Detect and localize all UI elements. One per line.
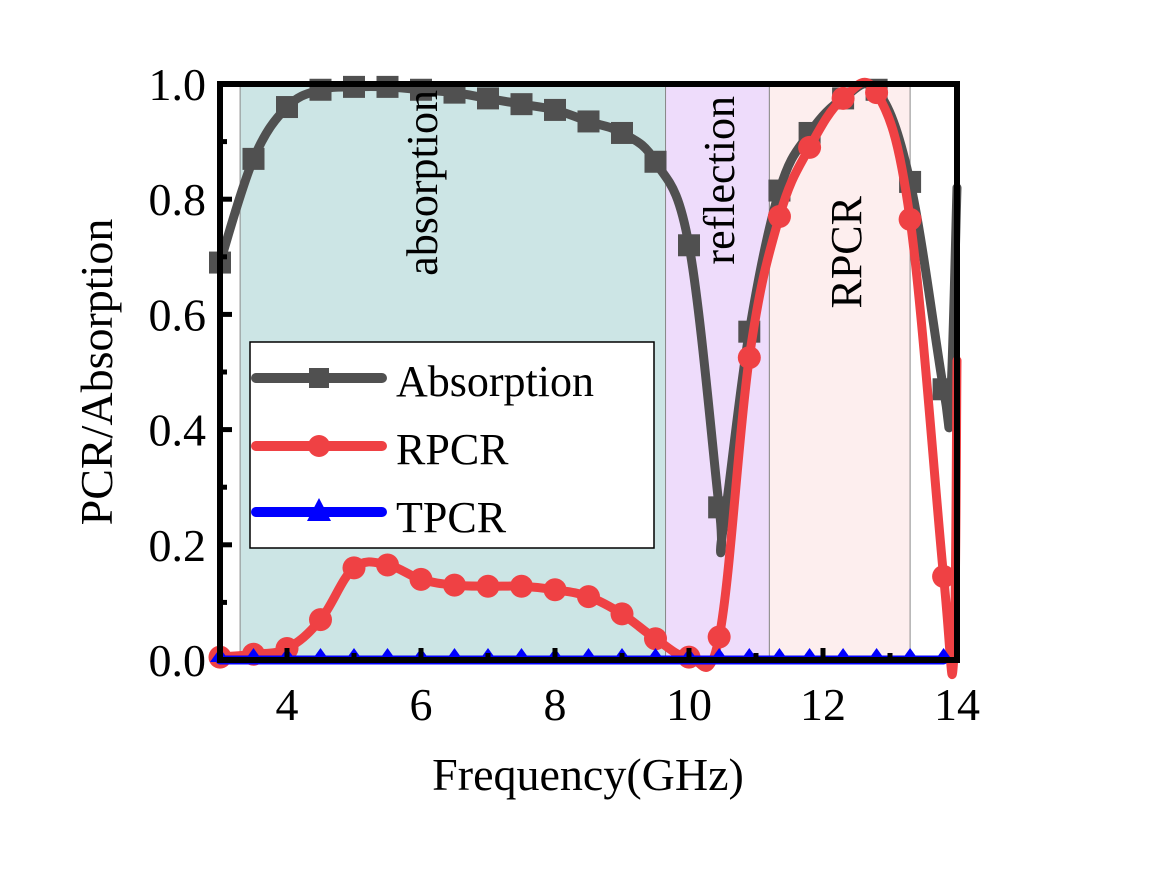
region-label-reflection: reflection <box>695 96 744 265</box>
data-point-rpcr <box>644 627 667 651</box>
legend-item-absorption: Absorption <box>251 357 594 406</box>
data-point-absorption <box>510 93 533 116</box>
legend: Absorption RPCR TPCR <box>249 341 655 549</box>
data-point-absorption <box>932 378 955 401</box>
data-point-rpcr <box>610 602 634 626</box>
data-point-rpcr <box>737 346 761 370</box>
data-point-rpcr <box>443 573 466 597</box>
x-tick-label: 8 <box>544 679 567 730</box>
data-point-rpcr <box>577 585 600 609</box>
data-point-rpcr <box>798 135 822 159</box>
axes: 0.0 0.2 0.4 0.6 0.8 1.0 4 6 8 10 12 14 <box>149 59 981 730</box>
data-point-absorption <box>443 81 466 104</box>
x-tick-label: 12 <box>800 679 846 730</box>
y-axis-title: PCR/Absorption <box>71 219 122 526</box>
data-point-rpcr <box>543 578 567 602</box>
data-point-absorption <box>242 147 265 170</box>
data-point-rpcr <box>831 86 855 110</box>
y-tick-label: 0.4 <box>149 405 207 456</box>
x-tick-label: 10 <box>666 679 712 730</box>
data-point-absorption <box>678 234 700 257</box>
legend-marker-triangle-icon <box>307 498 331 521</box>
data-point-absorption <box>544 98 566 121</box>
data-point-rpcr <box>707 625 731 649</box>
legend-marker-square-icon <box>309 368 329 388</box>
legend-item-rpcr: RPCR <box>251 425 509 474</box>
data-point-rpcr <box>309 608 332 632</box>
data-point-absorption <box>477 87 499 110</box>
region-reflection-band <box>665 83 770 661</box>
data-point-rpcr <box>342 556 366 580</box>
data-point-absorption <box>276 96 298 119</box>
legend-label-tpcr: TPCR <box>396 493 507 542</box>
legend-item-tpcr: TPCR <box>251 493 507 542</box>
region-labels: absorption reflection RPCR <box>398 90 871 309</box>
data-point-rpcr <box>510 574 533 598</box>
legend-label-absorption: Absorption <box>396 357 594 406</box>
x-axis-title: Frequency(GHz) <box>432 749 744 800</box>
region-label-rpcr: RPCR <box>822 195 871 308</box>
legend-marker-circle-icon <box>308 435 330 457</box>
y-tick-label: 0.2 <box>149 520 207 571</box>
data-point-rpcr <box>409 567 433 591</box>
x-tick-label: 14 <box>934 679 980 730</box>
data-point-absorption <box>611 121 633 144</box>
data-point-rpcr <box>932 564 956 588</box>
region-label-absorption: absorption <box>398 90 447 276</box>
data-point-absorption <box>644 150 667 173</box>
x-tick-label: 6 <box>410 679 433 730</box>
data-point-absorption <box>708 496 731 519</box>
y-tick-label: 0.6 <box>149 289 207 340</box>
data-point-rpcr <box>376 553 399 577</box>
y-tick-label: 1.0 <box>149 59 207 110</box>
data-point-rpcr <box>898 207 922 231</box>
legend-label-rpcr: RPCR <box>396 425 509 474</box>
y-tick-label: 0.0 <box>149 635 207 686</box>
data-point-absorption <box>577 110 600 133</box>
data-point-rpcr <box>767 204 791 228</box>
data-point-rpcr <box>476 574 500 598</box>
y-tick-label: 0.8 <box>149 174 207 225</box>
x-tick-label: 4 <box>276 679 299 730</box>
